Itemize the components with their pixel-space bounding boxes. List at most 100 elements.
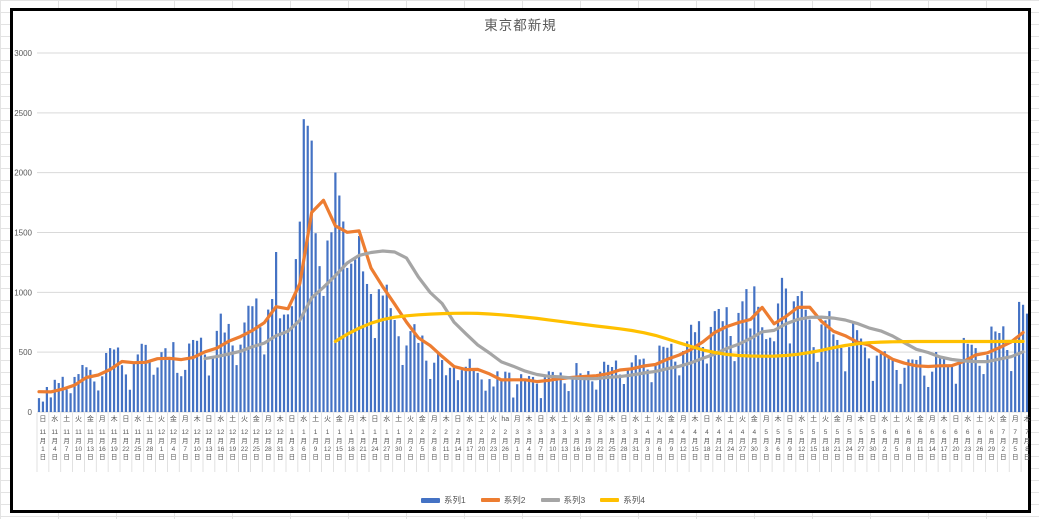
x-axis-label: 金 5 月 21 日 [833,416,841,462]
x-axis-label: 日 11 月 1 日 [39,416,47,462]
x-axis-label: 日 6 月 20 日 [952,416,960,462]
x-axis-label: 火 4 月 27 日 [738,416,747,462]
x-axis-label: 日 2 月 14 日 [454,416,462,462]
bar-series-1[interactable] [37,119,1028,413]
x-axis-label: 木 1 月 21 日 [359,416,367,462]
x-axis-label: 土 4 月 24 日 [726,416,735,462]
x-axis-label: 土 12 月 19 日 [228,416,237,462]
x-axis-label: 火 2 月 23 日 [489,416,498,462]
x-axis-label: 水 5 月 12 日 [798,416,806,462]
y-axis-tick-label: 3000 [14,49,32,58]
y-axis-tick-label: 1000 [14,288,32,297]
legend-label: 系列2 [503,495,526,505]
x-axis-label: 木 12 月 31 日 [276,416,284,462]
x-axis-label: 水 2 月 17 日 [466,416,474,462]
legend-label: 系列4 [623,495,645,505]
x-axis-label: 土 11 月 7 日 [63,416,71,462]
x-axis-label: 土 3 月 13 日 [560,416,569,462]
x-axis-label: 火 12 月 22 日 [240,416,249,462]
y-axis-tick-label: 500 [19,348,33,357]
x-axis-label: 火 3 月 16 日 [572,416,581,462]
x-axis-label: 水 6 月 23 日 [964,416,972,462]
x-axis-label: 土 11 月 28 日 [145,416,154,462]
x-axis-label: 木 5 月 27 日 [857,416,865,462]
legend-item-1[interactable]: 系列1 [421,494,466,506]
legend-label: 系列1 [444,495,466,505]
legend-item-3[interactable]: 系列3 [540,494,586,506]
x-axis-label: 日 3 月 28 日 [620,416,628,462]
x-axis-label: 水 1 月 27 日 [383,416,391,462]
x-axis-label: 月 3 月 22 日 [596,416,604,462]
x-axis-label: 金 12 月 4 日 [169,416,177,462]
legend-label: 系列3 [563,495,586,505]
x-axis-label: 木 4 月 15 日 [691,416,699,462]
x-axis-label: 金 3 月 19 日 [584,416,592,462]
x-axis-label: 日 4 月 18 日 [703,416,711,462]
x-axis-label: 木 11 月 19 日 [110,416,118,462]
x-axis-label: 土 2 月 20 日 [477,416,486,462]
x-axis-label: 月 4 月 12 日 [679,416,687,462]
plot-svg: 0 500 1000 1500 2000 2500 3000 [14,49,1028,472]
y-axis-tick-label: 1500 [14,229,32,238]
legend[interactable]: 系列1 系列2 系列3 系列4 [37,492,1029,508]
x-axis-separators [36,413,1022,472]
legend-line-swatch [600,498,620,502]
x-axis-label: 日 11 月 22 日 [122,416,130,462]
x-axis-label: 土 6 月 26 日 [975,416,984,462]
x-axis-label: 金 12 月 25 日 [252,416,260,462]
chart-title[interactable]: 東京都新規 [484,18,557,33]
x-axis-label: 木 3 月 25 日 [608,416,616,462]
line-series-3[interactable] [203,249,1025,381]
x-axis-label: 月 12 月 28 日 [264,416,272,462]
y-axis-tick-label: 0 [28,408,33,417]
x-axis-label: 火 6 月 29 日 [987,416,996,462]
x-axis-label: 日 12 月 13 日 [205,416,213,462]
line-series-4[interactable] [333,311,1025,358]
x-axis-label: 火 12 月 1 日 [157,416,166,462]
x-axis-label: 木 12 月 10 日 [193,416,201,462]
chart-object[interactable]: 東京都新規 0 500 1000 1500 2000 2500 3000 日 11 月 1 日水 11… [10,8,1031,513]
y-axis-tick-label: 2000 [14,169,32,178]
x-axis-label: 土 1 月 30 日 [394,416,403,462]
x-axis-label: ha 2 月 26 日 [501,416,510,462]
x-axis-label: 月 11 月 16 日 [98,416,106,462]
x-axis-label: 水 11 月 25 日 [134,416,142,462]
x-axis-label: 火 5 月 18 日 [821,416,830,462]
x-axis-label: 日 1 月 24 日 [371,416,379,462]
x-axis-label: 水 11 月 4 日 [51,416,59,462]
legend-line-swatch [480,498,500,502]
x-axis-label: 日 5 月 30 日 [869,416,877,462]
x-axis-label: 金 4 月 30 日 [750,416,758,462]
x-axis-label: 水 4 月 21 日 [715,416,723,462]
legend-item-4[interactable]: 系列4 [600,494,645,506]
legend-bar-swatch [421,497,441,503]
x-axis-label: 月 6 月 14 日 [928,416,936,462]
line-series-2[interactable] [37,198,1025,394]
legend-line-swatch [540,498,560,502]
x-axis-label: 土 5 月 15 日 [809,416,818,462]
x-axis-label: 水 3 月 31 日 [632,416,640,462]
y-axis-tick-label: 2500 [14,109,32,118]
x-axis-label: 木 2 月 11 日 [442,416,450,462]
x-axis-label: 月 12 月 7 日 [181,416,189,462]
legend-item-2[interactable]: 系列2 [480,494,526,506]
